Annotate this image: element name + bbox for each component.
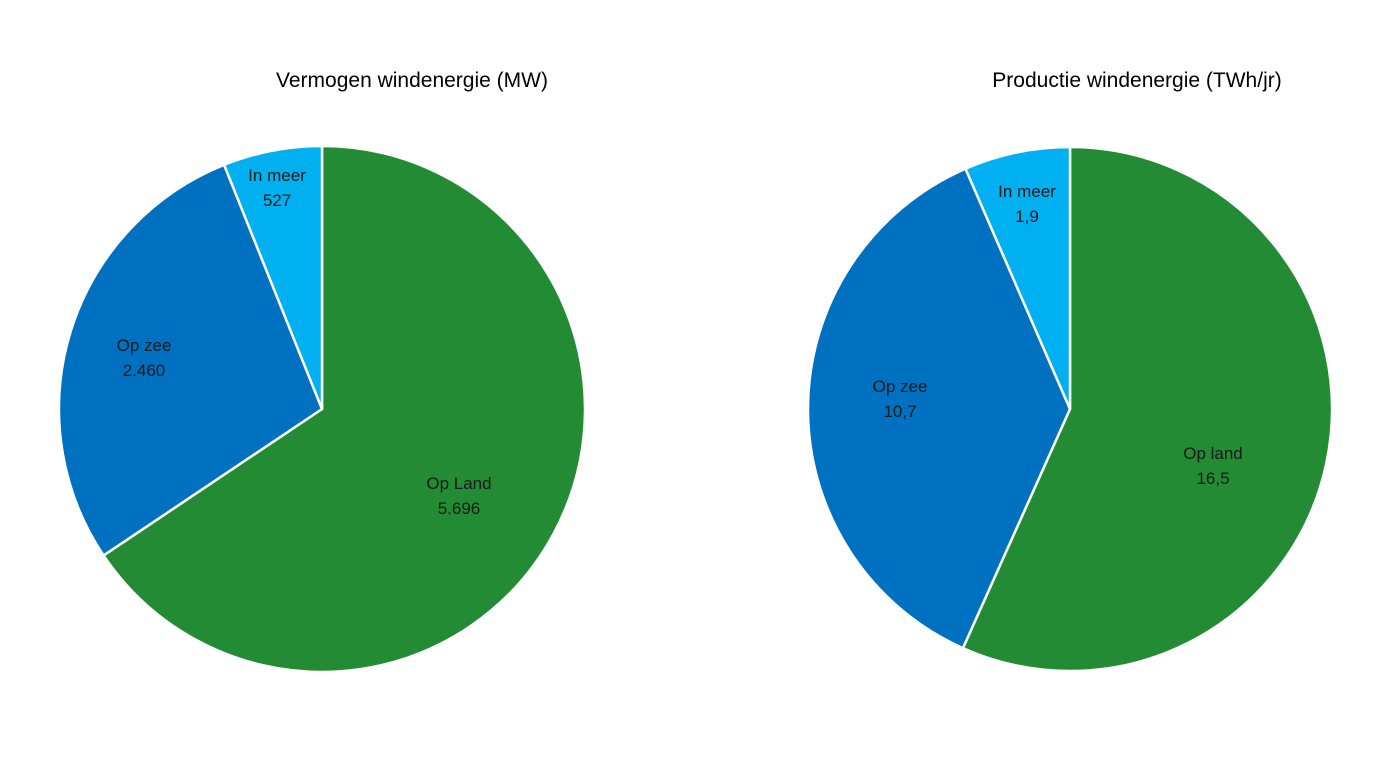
pie-slices-capacity [57, 144, 587, 674]
slice-label-in-meer-production: In meer [998, 182, 1056, 201]
pie-chart-production: Productie windenergie (TWh/jr) Op land 16… [806, 69, 1334, 673]
slice-label-op-land-production: Op land [1183, 444, 1243, 463]
pie-slice-op-land-production [961, 145, 1334, 673]
slice-value-op-land-capacity: 5.696 [438, 499, 481, 518]
pie-chart-capacity: Vermogen windenergie (MW) Op Land5.696Op… [57, 69, 587, 674]
slice-value-op-land-production: 16,5 [1196, 469, 1229, 488]
pie-labels-capacity: Op Land 5.696 Op zee 2.460 In meer 527 [117, 166, 492, 518]
slice-value-op-zee-production: 10,7 [883, 402, 916, 421]
slice-value-in-meer-capacity: 527 [263, 191, 291, 210]
slice-label-op-land-capacity: Op Land [426, 474, 491, 493]
pie-slices-production [806, 145, 1334, 673]
chart-title-capacity: Vermogen windenergie (MW) [276, 69, 548, 92]
pie-slice-in-meer-capacity [222, 144, 324, 411]
chart-title-production: Productie windenergie (TWh/jr) [992, 69, 1281, 92]
slice-label-op-zee-capacity: Op zee [117, 336, 172, 355]
pie-slice-op-zee-capacity [57, 163, 324, 557]
pie-labels-production: Op land 16,5 Op zee 10,7 In meer 1,9 [873, 182, 1243, 488]
slice-value-in-meer-production: 1,9 [1015, 207, 1039, 226]
slice-label-op-zee-production: Op zee [873, 377, 928, 396]
pie-slice-in-meer-production [964, 145, 1072, 411]
slice-value-op-zee-capacity: 2.460 [123, 361, 166, 380]
pie-slice-op-land-capacity [102, 144, 587, 674]
pie-slice-op-zee-production [806, 167, 1072, 650]
slice-label-in-meer-capacity: In meer [248, 166, 306, 185]
